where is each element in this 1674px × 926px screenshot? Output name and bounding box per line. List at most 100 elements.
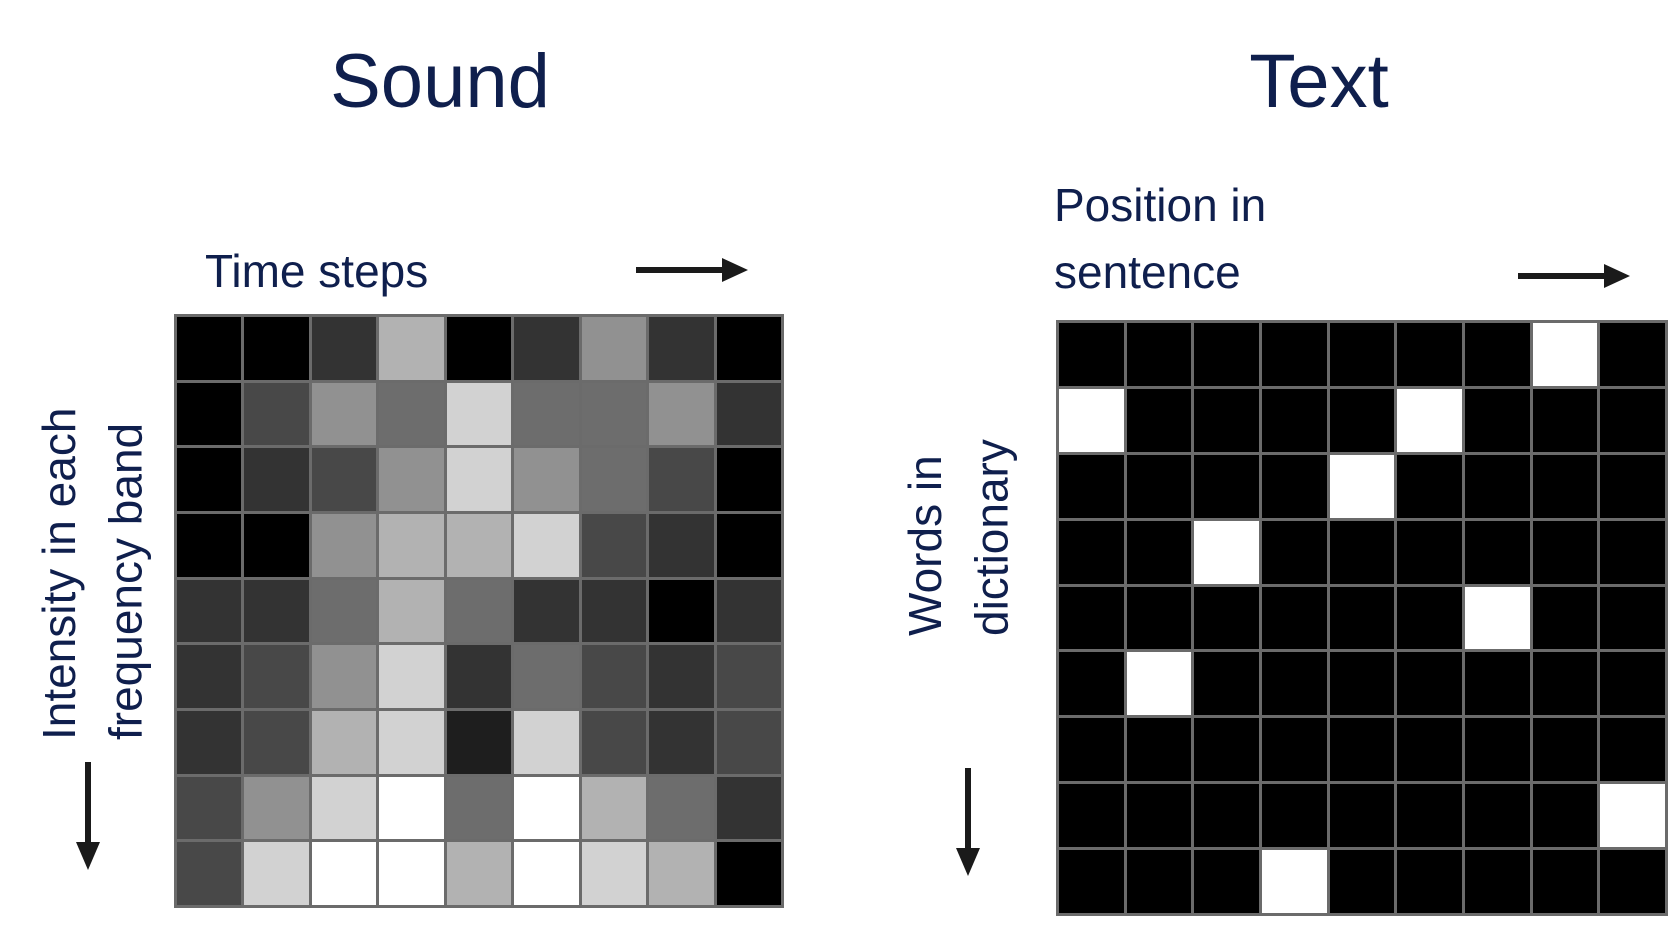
sound-cell-r9-c4 <box>379 842 444 905</box>
text-cell-r8-c3 <box>1194 784 1259 848</box>
sound-cell-r4-c3 <box>311 514 377 577</box>
sound-cell-r1-c9 <box>716 317 781 380</box>
sound-cell-r5-c1 <box>177 579 242 643</box>
text-cell-r3-c4 <box>1261 454 1327 518</box>
sound-intensity-grid <box>174 314 784 908</box>
text-cell-r9-c1 <box>1059 850 1124 913</box>
sound-cell-r1-c2 <box>244 317 309 380</box>
text-cell-r8-c9 <box>1600 784 1665 848</box>
text-cell-r3-c3 <box>1194 454 1259 518</box>
sound-cell-r7-c8 <box>649 711 714 774</box>
text-x-axis-label: Position in sentence <box>1054 179 1267 298</box>
text-cell-r3-c1 <box>1059 454 1124 518</box>
sound-cell-r7-c9 <box>716 711 781 774</box>
text-onehot-grid <box>1056 320 1668 916</box>
text-cell-r6-c4 <box>1261 652 1327 716</box>
sound-cell-r3-c3 <box>311 448 377 511</box>
sound-cell-r1-c1 <box>177 317 242 380</box>
text-cell-r7-c6 <box>1397 718 1462 782</box>
sound-cell-r2-c3 <box>311 382 377 446</box>
text-cell-r1-c9 <box>1600 323 1665 386</box>
sound-cell-r3-c4 <box>379 448 444 511</box>
text-cell-r2-c2 <box>1126 388 1192 452</box>
sound-cell-r1-c4 <box>379 317 444 380</box>
sound-cell-r8-c9 <box>716 776 781 840</box>
sound-cell-r9-c6 <box>514 842 579 905</box>
text-cell-r7-c4 <box>1261 718 1327 782</box>
sound-cell-r6-c5 <box>446 645 512 708</box>
text-cell-r6-c8 <box>1532 652 1598 716</box>
text-cell-r2-c1 <box>1059 388 1124 452</box>
text-cell-r4-c8 <box>1532 520 1598 584</box>
sound-cell-r3-c1 <box>177 448 242 511</box>
sound-title: Sound <box>330 39 550 124</box>
text-cell-r1-c2 <box>1126 323 1192 386</box>
text-cell-r2-c5 <box>1329 388 1395 452</box>
text-cell-r9-c6 <box>1397 850 1462 913</box>
sound-cell-r6-c3 <box>311 645 377 708</box>
text-cell-r9-c8 <box>1532 850 1598 913</box>
text-cell-r6-c7 <box>1464 652 1530 716</box>
sound-cell-r4-c5 <box>446 514 512 577</box>
sound-cell-r1-c6 <box>514 317 579 380</box>
sound-cell-r6-c1 <box>177 645 242 708</box>
text-cell-r9-c7 <box>1464 850 1530 913</box>
text-cell-r4-c3 <box>1194 520 1259 584</box>
text-cell-r7-c2 <box>1126 718 1192 782</box>
sound-cell-r4-c8 <box>649 514 714 577</box>
text-cell-r2-c3 <box>1194 388 1259 452</box>
text-cell-r4-c5 <box>1329 520 1395 584</box>
sound-cell-r1-c8 <box>649 317 714 380</box>
text-cell-r3-c6 <box>1397 454 1462 518</box>
text-cell-r4-c6 <box>1397 520 1462 584</box>
text-cell-r4-c9 <box>1600 520 1665 584</box>
sound-cell-r2-c6 <box>514 382 579 446</box>
sound-cell-r4-c9 <box>716 514 781 577</box>
sound-cell-r6-c6 <box>514 645 579 708</box>
sound-cell-r5-c7 <box>581 579 647 643</box>
text-cell-r1-c8 <box>1532 323 1598 386</box>
sound-cell-r7-c4 <box>379 711 444 774</box>
sound-cell-r8-c3 <box>311 776 377 840</box>
sound-x-arrow-icon <box>636 258 748 282</box>
sound-cell-r8-c2 <box>244 776 309 840</box>
sound-cell-r9-c5 <box>446 842 512 905</box>
sound-cell-r8-c6 <box>514 776 579 840</box>
sound-cell-r3-c7 <box>581 448 647 511</box>
text-cell-r5-c9 <box>1600 586 1665 650</box>
sound-cell-r6-c9 <box>716 645 781 708</box>
text-cell-r3-c5 <box>1329 454 1395 518</box>
sound-cell-r5-c9 <box>716 579 781 643</box>
sound-cell-r4-c2 <box>244 514 309 577</box>
sound-cell-r7-c2 <box>244 711 309 774</box>
sound-y-arrow-icon <box>76 762 100 870</box>
sound-cell-r9-c8 <box>649 842 714 905</box>
sound-cell-r1-c5 <box>446 317 512 380</box>
sound-cell-r3-c5 <box>446 448 512 511</box>
text-cell-r5-c3 <box>1194 586 1259 650</box>
sound-cell-r4-c7 <box>581 514 647 577</box>
sound-cell-r9-c3 <box>311 842 377 905</box>
sound-cell-r6-c8 <box>649 645 714 708</box>
text-title: Text <box>1249 39 1389 124</box>
text-cell-r1-c4 <box>1261 323 1327 386</box>
text-cell-r6-c2 <box>1126 652 1192 716</box>
text-cell-r4-c4 <box>1261 520 1327 584</box>
sound-panel: Sound Time steps Intensity in each frequ… <box>33 39 784 908</box>
sound-cell-r3-c6 <box>514 448 579 511</box>
sound-cell-r6-c2 <box>244 645 309 708</box>
text-cell-r2-c4 <box>1261 388 1327 452</box>
sound-cell-r1-c7 <box>581 317 647 380</box>
sound-cell-r8-c1 <box>177 776 242 840</box>
text-cell-r3-c9 <box>1600 454 1665 518</box>
sound-cell-r5-c4 <box>379 579 444 643</box>
sound-cell-r4-c6 <box>514 514 579 577</box>
text-cell-r6-c6 <box>1397 652 1462 716</box>
sound-cell-r8-c5 <box>446 776 512 840</box>
text-cell-r5-c7 <box>1464 586 1530 650</box>
text-cell-r8-c8 <box>1532 784 1598 848</box>
text-cell-r4-c1 <box>1059 520 1124 584</box>
text-cell-r5-c1 <box>1059 586 1124 650</box>
text-cell-r6-c5 <box>1329 652 1395 716</box>
text-cell-r1-c5 <box>1329 323 1395 386</box>
